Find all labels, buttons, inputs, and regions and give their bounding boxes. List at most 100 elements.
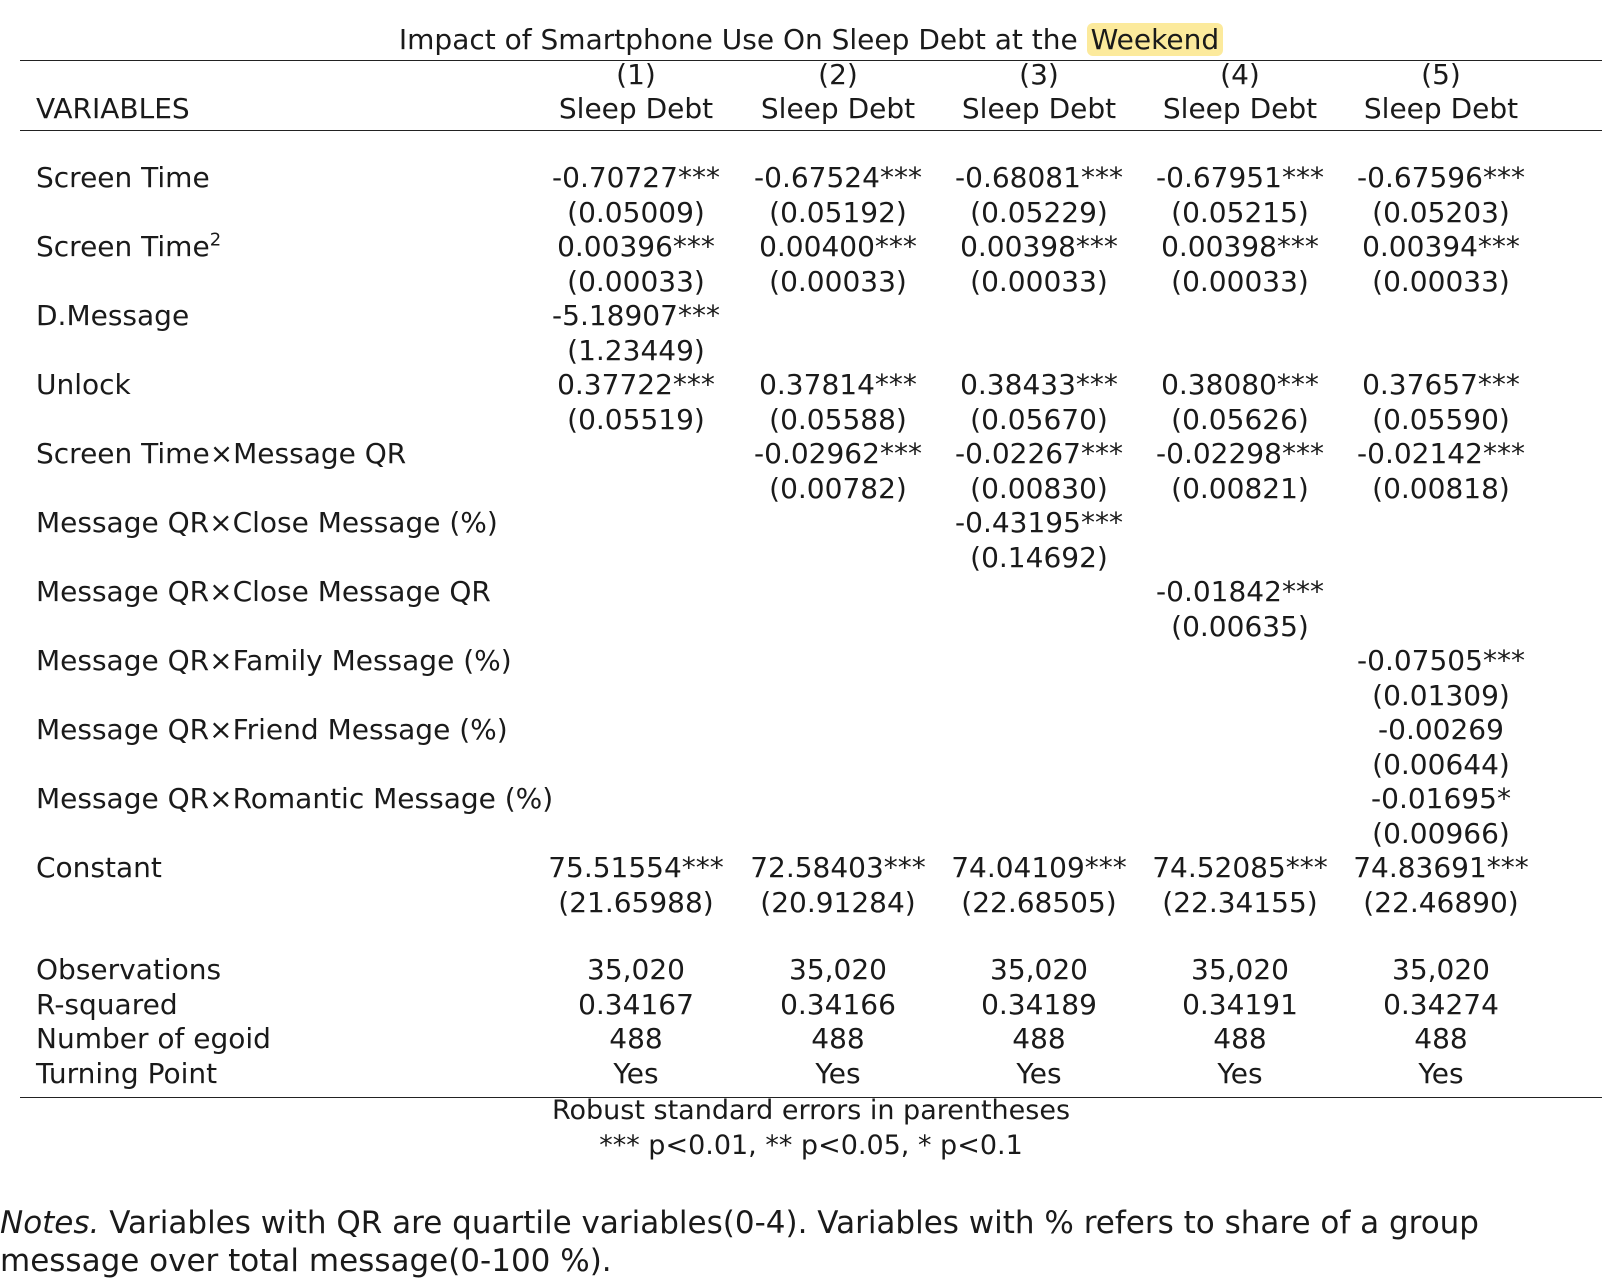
variable-label: Screen Time2 — [36, 229, 222, 263]
stat-value: 488 — [609, 1022, 663, 1055]
stat-value: 488 — [811, 1022, 865, 1055]
standard-error: (0.00830) — [970, 472, 1108, 505]
standard-error: (0.00821) — [1171, 472, 1309, 505]
coefficient: -0.70727*** — [552, 161, 720, 194]
title-highlight: Weekend — [1086, 23, 1224, 56]
standard-error: (0.05192) — [769, 196, 907, 229]
stat-value: Yes — [1418, 1057, 1464, 1090]
variable-label: Message QR×Friend Message (%) — [36, 713, 508, 746]
coefficient: 0.00398*** — [960, 230, 1118, 263]
stat-value: Yes — [613, 1057, 659, 1090]
standard-error: (0.05626) — [1171, 403, 1309, 436]
column-name: Sleep Debt — [1363, 92, 1519, 125]
standard-error: (0.05009) — [567, 196, 705, 229]
coefficient: 0.38433*** — [960, 368, 1118, 401]
coefficient: 0.37814*** — [759, 368, 917, 401]
coefficient: 0.38080*** — [1161, 368, 1319, 401]
column-name: Sleep Debt — [961, 92, 1117, 125]
coefficient: -0.02142*** — [1357, 437, 1525, 470]
standard-error: (1.23449) — [567, 334, 705, 367]
coefficient: 75.51554*** — [548, 851, 724, 884]
standard-error: (22.68505) — [961, 886, 1117, 919]
coefficient: -0.01695* — [1371, 782, 1511, 815]
coefficient: 0.00398*** — [1161, 230, 1319, 263]
variable-label: Message QR×Close Message (%) — [36, 506, 498, 539]
standard-error: (0.00782) — [769, 472, 907, 505]
coefficient: -0.68081*** — [955, 161, 1123, 194]
standard-error: (0.00033) — [769, 265, 907, 298]
top-rule — [20, 60, 1602, 61]
variable-label: Message QR×Romantic Message (%) — [36, 782, 554, 815]
column-number: (5) — [1421, 58, 1461, 91]
stat-value: 0.34191 — [1182, 988, 1298, 1021]
column-name: Sleep Debt — [760, 92, 916, 125]
coefficient: -0.02962*** — [754, 437, 922, 470]
column-name: Sleep Debt — [558, 92, 714, 125]
table-title: Impact of Smartphone Use On Sleep Debt a… — [0, 20, 1622, 60]
stat-label: Turning Point — [36, 1057, 218, 1090]
standard-error: (0.14692) — [970, 541, 1108, 574]
column-name: Sleep Debt — [1162, 92, 1318, 125]
standard-error: (0.05670) — [970, 403, 1108, 436]
coefficient: 74.52085*** — [1152, 851, 1328, 884]
standard-error: (20.91284) — [760, 886, 916, 919]
column-number: (2) — [818, 58, 858, 91]
coefficient: 74.04109*** — [951, 851, 1127, 884]
standard-error: (0.00818) — [1372, 472, 1510, 505]
variable-label: Unlock — [36, 368, 131, 401]
footer-se-note: Robust standard errors in parentheses — [551, 1095, 1071, 1126]
header-rule — [20, 130, 1602, 131]
coefficient: -5.18907*** — [552, 299, 720, 332]
coefficient: -0.67596*** — [1357, 161, 1525, 194]
stat-value: 35,020 — [1392, 953, 1490, 986]
bottom-rule — [20, 1097, 1602, 1098]
stat-value: 0.34274 — [1383, 988, 1499, 1021]
standard-error: (0.05203) — [1372, 196, 1510, 229]
standard-error: (0.05215) — [1171, 196, 1309, 229]
notes-text: Variables with QR are quartile variables… — [0, 1205, 1479, 1279]
stat-value: 488 — [1213, 1022, 1267, 1055]
stat-value: 0.34189 — [981, 988, 1097, 1021]
stat-value: 488 — [1012, 1022, 1066, 1055]
stat-label: R-squared — [36, 988, 178, 1021]
variable-label: Message QR×Close Message QR — [36, 575, 491, 608]
standard-error: (0.05519) — [567, 403, 705, 436]
standard-error: (0.00033) — [567, 265, 705, 298]
standard-error: (0.00033) — [1171, 265, 1309, 298]
column-number: (4) — [1220, 58, 1260, 91]
stat-label: Observations — [36, 953, 222, 986]
stat-value: 488 — [1414, 1022, 1468, 1055]
stat-value: Yes — [1217, 1057, 1263, 1090]
coefficient: -0.07505*** — [1357, 644, 1525, 677]
standard-error: (0.05588) — [769, 403, 907, 436]
coefficient: -0.02267*** — [955, 437, 1123, 470]
coefficient: 0.37722*** — [557, 368, 715, 401]
standard-error: (0.05229) — [970, 196, 1108, 229]
stat-value: 0.34166 — [780, 988, 896, 1021]
coefficient: -0.01842*** — [1156, 575, 1324, 608]
stat-value: 35,020 — [990, 953, 1088, 986]
notes-lead: Notes. — [0, 1205, 100, 1241]
standard-error: (0.01309) — [1372, 679, 1510, 712]
column-number: (3) — [1019, 58, 1059, 91]
coefficient: -0.02298*** — [1156, 437, 1324, 470]
title-prefix: Impact of Smartphone Use On Sleep Debt a… — [398, 23, 1087, 56]
coefficient: -0.67524*** — [754, 161, 922, 194]
variable-label: Screen Time — [36, 161, 210, 194]
variable-label: Message QR×Family Message (%) — [36, 644, 512, 677]
standard-error: (0.00635) — [1171, 610, 1309, 643]
variable-label: Screen Time×Message QR — [36, 437, 407, 470]
standard-error: (0.00033) — [1372, 265, 1510, 298]
coefficient: -0.67951*** — [1156, 161, 1324, 194]
coefficient: 0.00394*** — [1362, 230, 1520, 263]
standard-error: (0.00644) — [1372, 748, 1510, 781]
stat-value: 0.34167 — [578, 988, 694, 1021]
stat-value: 35,020 — [1191, 953, 1289, 986]
standard-error: (22.34155) — [1162, 886, 1318, 919]
stat-value: Yes — [815, 1057, 861, 1090]
stat-value: 35,020 — [789, 953, 887, 986]
standard-error: (0.00966) — [1372, 817, 1510, 850]
notes: Notes. Variables with QR are quartile va… — [0, 1204, 1622, 1280]
variable-label: D.Message — [36, 299, 190, 332]
coefficient: 0.37657*** — [1362, 368, 1520, 401]
